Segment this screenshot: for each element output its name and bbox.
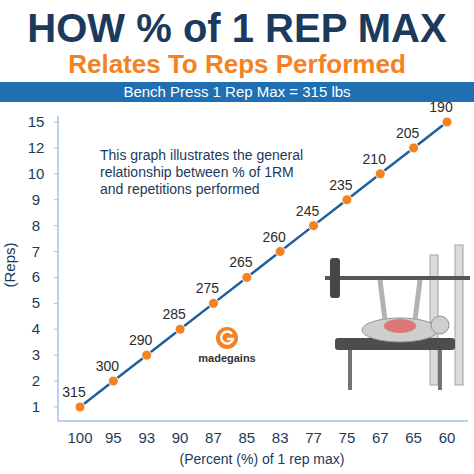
y-tick-label: 4 <box>32 320 40 337</box>
x-tick-label: 67 <box>372 429 389 446</box>
y-tick-label: 2 <box>32 372 40 389</box>
weight-label: 210 <box>363 151 387 167</box>
x-axis <box>58 420 468 422</box>
y-tick <box>54 251 58 252</box>
x-tick-label: 90 <box>172 429 189 446</box>
annotation: This graph illustrates the generalrelati… <box>100 147 303 197</box>
y-tick-label: 8 <box>32 217 40 234</box>
arm <box>380 280 385 320</box>
y-tick <box>54 173 58 174</box>
data-point <box>309 221 319 231</box>
weight-label: 235 <box>329 177 353 193</box>
y-tick-label: 3 <box>32 346 40 363</box>
y-tick <box>54 355 58 356</box>
arm <box>415 280 420 320</box>
weight-label: 245 <box>296 203 320 219</box>
y-tick-label: 15 <box>28 113 45 130</box>
data-point <box>108 376 118 386</box>
bench-leg <box>348 350 352 390</box>
x-tick-label: 83 <box>272 429 289 446</box>
x-axis-title: (Percent (%) of 1 rep max) <box>180 451 345 467</box>
weight-label: 265 <box>229 254 253 270</box>
rack <box>455 245 463 385</box>
logo-text: madegains <box>198 352 255 364</box>
weight-label: 315 <box>62 384 86 400</box>
bench-leg <box>438 350 442 390</box>
body <box>362 318 438 342</box>
data-point <box>175 324 185 334</box>
head <box>431 316 449 334</box>
logo-g <box>221 332 233 344</box>
y-tick <box>54 329 58 330</box>
banner: Bench Press 1 Rep Max = 315 lbs <box>123 83 350 100</box>
data-point <box>342 195 352 205</box>
y-tick-label: 5 <box>32 294 40 311</box>
annotation-line: This graph illustrates the general <box>100 147 303 163</box>
weight-label: 300 <box>96 358 120 374</box>
plate <box>330 258 340 298</box>
x-tick-label: 60 <box>439 429 456 446</box>
y-axis-title: (Reps) <box>1 242 18 287</box>
x-tick-label: 65 <box>405 429 422 446</box>
weight-label: 275 <box>196 280 220 296</box>
data-line <box>80 122 447 407</box>
y-tick <box>54 407 58 408</box>
x-tick-label: 93 <box>138 429 155 446</box>
annotation-line: and repetitions performed <box>100 181 260 197</box>
chart: HOW % of 1 REP MAXRelates To Reps Perfor… <box>0 0 474 474</box>
y-tick <box>54 277 58 278</box>
data-point <box>375 169 385 179</box>
x-tick-label: 100 <box>67 429 92 446</box>
x-tick-label: 77 <box>305 429 322 446</box>
y-tick <box>54 199 58 200</box>
data-point <box>208 298 218 308</box>
x-tick-label: 85 <box>238 429 255 446</box>
weight-label: 190 <box>429 99 453 115</box>
annotation-line: relationship between % of 1RM <box>100 164 294 180</box>
y-tick-label: 9 <box>32 191 40 208</box>
weight-label: 290 <box>129 332 153 348</box>
banner-background <box>0 82 474 102</box>
data-point <box>242 272 252 282</box>
chest <box>384 319 416 333</box>
data-point <box>142 350 152 360</box>
weight-label: 205 <box>396 125 420 141</box>
y-tick <box>54 225 58 226</box>
data-point <box>75 402 85 412</box>
logo-icon <box>216 327 238 349</box>
y-axis <box>57 116 59 421</box>
y-tick <box>54 122 58 123</box>
barbell <box>325 276 470 280</box>
y-tick-label: 12 <box>28 139 45 156</box>
y-tick-label: 6 <box>32 268 40 285</box>
x-tick-label: 95 <box>105 429 122 446</box>
data-point <box>442 117 452 127</box>
plot-area <box>75 117 452 412</box>
weight-label: 260 <box>263 229 287 245</box>
y-tick <box>54 147 58 148</box>
title: HOW % of 1 REP MAX <box>27 6 447 50</box>
y-tick-label: 10 <box>28 165 45 182</box>
bench-illustration <box>325 245 470 390</box>
x-tick-label: 87 <box>205 429 222 446</box>
x-tick-label: 75 <box>339 429 356 446</box>
y-tick <box>54 303 58 304</box>
data-point <box>409 143 419 153</box>
data-point <box>275 247 285 257</box>
weight-label: 285 <box>162 306 186 322</box>
y-tick-label: 7 <box>32 243 40 260</box>
y-tick-label: 1 <box>32 398 40 415</box>
y-tick <box>54 381 58 382</box>
subtitle: Relates To Reps Performed <box>68 49 406 79</box>
